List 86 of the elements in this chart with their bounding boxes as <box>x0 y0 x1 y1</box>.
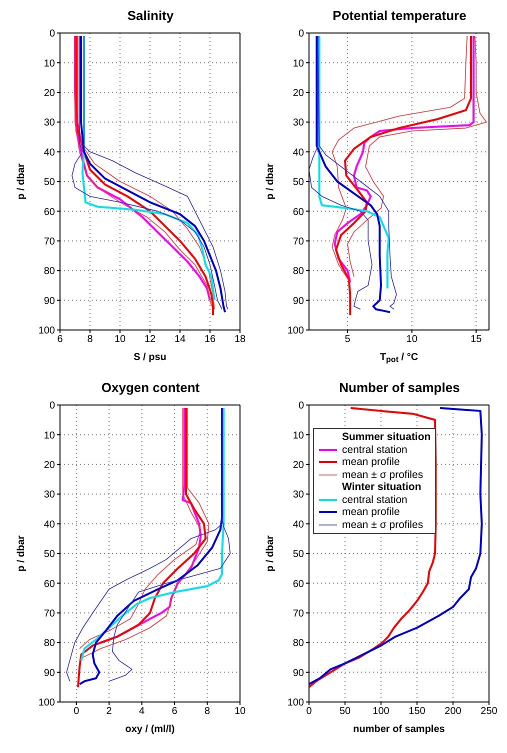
x-axis-title: S / psu <box>134 352 166 363</box>
y-tick-label: 90 <box>44 668 56 679</box>
x-tick-label: 10 <box>406 334 418 346</box>
y-tick-label: 50 <box>44 549 56 560</box>
x-tick-label: 150 <box>408 706 426 718</box>
y-tick-label: 60 <box>44 206 56 218</box>
x-tick-label: 100 <box>372 706 390 718</box>
y-tick-label: 10 <box>292 58 304 70</box>
y-tick-label: 0 <box>298 28 304 40</box>
x-tick-label: 10 <box>234 706 246 718</box>
x-axis-title: oxy / (ml/l) <box>125 724 175 735</box>
y-axis-title: p / dbar <box>265 163 276 200</box>
x-tick-label: 50 <box>339 706 351 718</box>
x-tick-label: 8 <box>87 334 94 346</box>
y-tick-label: 50 <box>292 549 304 560</box>
y-tick-label: 20 <box>292 88 304 99</box>
y-tick-label: 100 <box>38 326 56 337</box>
chart-title: Oxygen content <box>100 380 201 397</box>
legend-label: mean ± σ profiles <box>342 468 424 481</box>
x-tick-label: 250 <box>480 706 498 718</box>
y-tick-label: 100 <box>38 698 56 709</box>
x-tick-label: 0 <box>74 706 80 718</box>
y-tick-label: 20 <box>292 460 304 471</box>
y-tick-label: 80 <box>44 266 56 278</box>
legend-label: central station <box>342 444 408 456</box>
y-tick-label: 60 <box>44 578 56 590</box>
y-tick-label: 50 <box>292 177 304 188</box>
y-tick-label: 60 <box>292 578 304 590</box>
y-tick-label: 30 <box>292 490 304 501</box>
y-tick-label: 20 <box>44 460 56 471</box>
y-axis-title: p / dbar <box>265 535 276 572</box>
y-tick-label: 40 <box>292 519 304 530</box>
y-tick-label: 10 <box>44 430 56 442</box>
annotation: Summer situation <box>341 431 431 444</box>
y-tick-label: 70 <box>44 236 56 248</box>
y-tick-label: 100 <box>287 326 304 337</box>
x-tick-label: 14 <box>174 334 186 346</box>
x-tick-label: 5 <box>344 334 351 346</box>
y-tick-label: 70 <box>44 608 56 620</box>
x-tick-label: 10 <box>114 334 126 346</box>
annotation: Winter situation <box>341 481 422 494</box>
y-tick-label: 90 <box>292 668 304 679</box>
x-axis-title: T$_{pot}$ / °C <box>380 352 418 364</box>
y-axis-title: p / dbar <box>16 535 27 572</box>
chart-title: Potential temperature <box>332 8 468 25</box>
legend-label: mean ± σ profiles <box>342 518 424 531</box>
x-tick-label: 4 <box>139 706 146 718</box>
y-tick-label: 20 <box>44 88 56 99</box>
chart-title: Number of samples <box>338 380 461 397</box>
chart-title: Salinity <box>126 8 175 25</box>
x-tick-label: 16 <box>204 334 216 346</box>
x-tick-label: 200 <box>444 706 462 718</box>
y-tick-label: 30 <box>44 118 56 129</box>
x-tick-label: 6 <box>172 706 178 718</box>
legend-label: mean profile <box>342 456 400 468</box>
y-tick-label: 80 <box>292 638 304 650</box>
y-tick-label: 40 <box>292 147 304 158</box>
y-tick-label: 10 <box>44 58 56 70</box>
x-tick-label: 12 <box>144 334 156 346</box>
y-tick-label: 10 <box>292 430 304 442</box>
y-tick-label: 90 <box>292 296 304 307</box>
x-tick-label: 18 <box>234 334 246 346</box>
y-tick-label: 40 <box>44 519 56 530</box>
y-tick-label: 70 <box>292 236 304 248</box>
y-tick-label: 0 <box>49 28 56 40</box>
y-tick-label: 80 <box>292 266 304 278</box>
legend-label: central station <box>342 494 408 506</box>
x-tick-label: 0 <box>306 706 312 718</box>
y-tick-label: 30 <box>292 118 304 129</box>
y-tick-label: 60 <box>292 206 304 218</box>
y-tick-label: 40 <box>44 147 56 158</box>
y-tick-label: 70 <box>292 608 304 620</box>
y-axis-title: p / dbar <box>16 163 27 200</box>
y-tick-label: 80 <box>44 638 56 650</box>
y-tick-label: 100 <box>287 698 304 709</box>
y-tick-label: 0 <box>298 400 304 412</box>
x-tick-label: 8 <box>204 706 210 718</box>
y-tick-label: 30 <box>44 490 56 501</box>
y-tick-label: 50 <box>44 177 56 188</box>
legend-label: mean profile <box>342 506 400 518</box>
y-tick-label: 0 <box>49 400 56 412</box>
y-tick-label: 90 <box>44 296 56 307</box>
x-tick-label: 6 <box>57 334 64 346</box>
x-tick-label: 2 <box>106 706 112 718</box>
x-tick-label: 15 <box>470 334 482 346</box>
x-axis-title: number of samples <box>353 724 446 735</box>
